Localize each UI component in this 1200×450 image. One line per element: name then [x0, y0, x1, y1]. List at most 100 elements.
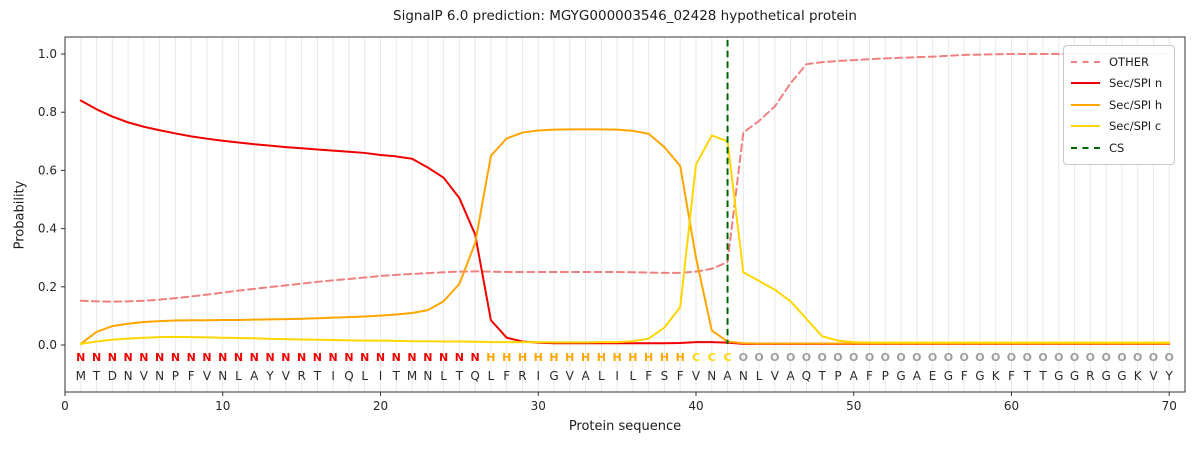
residue-letter: G — [1101, 369, 1110, 383]
c-curve — [79, 134, 1171, 345]
region-label: O — [1038, 351, 1047, 364]
residue-letter: Q — [344, 369, 353, 383]
residue-letter: N — [218, 369, 227, 383]
region-label: O — [1070, 351, 1079, 364]
residue-letter: L — [361, 369, 368, 383]
residue-letter: T — [455, 369, 464, 383]
region-label: H — [502, 351, 511, 364]
x-tick-label: 10 — [215, 399, 230, 413]
legend-label-sec-spi-c: Sec/SPI c — [1109, 119, 1162, 134]
residue-letter: N — [423, 369, 432, 383]
residue-letter: L — [440, 369, 447, 383]
sec-spi-c-line-swatch — [1071, 125, 1100, 128]
region-label: O — [1101, 351, 1110, 364]
residue-letter: I — [379, 369, 383, 383]
residue-letter: M — [76, 369, 86, 383]
region-label: H — [660, 351, 669, 364]
residue-letter: Y — [1165, 369, 1174, 383]
other-line-swatch — [1071, 60, 1100, 63]
residue-letter: T — [1023, 369, 1032, 383]
sec-spi-h-line-swatch — [1071, 103, 1100, 106]
region-label: O — [1023, 351, 1032, 364]
region-label: N — [407, 351, 416, 364]
region-label: H — [565, 351, 574, 364]
x-tick-label: 30 — [531, 399, 546, 413]
residue-letter: A — [581, 369, 590, 383]
region-label: C — [692, 351, 700, 364]
legend-label-sec-spi-h: Sec/SPI h — [1109, 97, 1163, 112]
region-label: O — [944, 351, 953, 364]
residue-letter: F — [1008, 369, 1015, 383]
x-tick-label: 40 — [688, 399, 703, 413]
residue-letter: Y — [265, 369, 274, 383]
residue-letter: T — [313, 369, 322, 383]
residue-letter: K — [1134, 369, 1143, 383]
residue-letter: G — [944, 369, 953, 383]
region-label: O — [1086, 351, 1095, 364]
residue-letter: K — [992, 369, 1001, 383]
legend-entry-cs: CS — [1071, 137, 1166, 159]
region-label: O — [1149, 351, 1158, 364]
region-label: O — [1133, 351, 1142, 364]
residue-letter: S — [661, 369, 669, 383]
residue-letter: T — [392, 369, 401, 383]
residue-letter: M — [407, 369, 417, 383]
residue-letter: Q — [802, 369, 811, 383]
region-label: O — [739, 351, 748, 364]
residue-letter: L — [598, 369, 605, 383]
region-label: N — [139, 351, 148, 364]
region-label: N — [360, 351, 369, 364]
region-label: O — [1054, 351, 1063, 364]
region-label: N — [171, 351, 180, 364]
residue-letter: F — [866, 369, 873, 383]
residue-letter: A — [913, 369, 922, 383]
region-label: O — [991, 351, 1000, 364]
residue-letter: N — [155, 369, 164, 383]
residue-letter: V — [282, 369, 291, 383]
residue-letter: L — [630, 369, 637, 383]
region-label: N — [123, 351, 132, 364]
residue-letter: V — [692, 369, 701, 383]
residue-letter: L — [235, 369, 242, 383]
region-label: N — [313, 351, 322, 364]
legend-entry-sec-spi-h: Sec/SPI h — [1071, 94, 1166, 116]
y-tick-label: 0.8 — [38, 105, 57, 119]
x-axis-label: Protein sequence — [568, 419, 682, 434]
region-label: O — [754, 351, 763, 364]
residue-letter: A — [850, 369, 859, 383]
region-label: O — [1165, 351, 1174, 364]
region-label: O — [833, 351, 842, 364]
residue-letter: G — [549, 369, 558, 383]
residue-letter: G — [1070, 369, 1079, 383]
residue-letter: G — [975, 369, 984, 383]
region-label: N — [202, 351, 211, 364]
region-label: O — [1117, 351, 1126, 364]
residue-letter: T — [818, 369, 827, 383]
residue-letter: F — [503, 369, 510, 383]
residue-letter: R — [1086, 369, 1094, 383]
region-label: O — [818, 351, 827, 364]
region-label: N — [329, 351, 338, 364]
chart-title: SignalP 6.0 prediction: MGYG000003546_02… — [393, 8, 857, 24]
region-label: N — [297, 351, 306, 364]
region-label: O — [786, 351, 795, 364]
region-label: H — [534, 351, 543, 364]
residue-letter: P — [834, 369, 841, 383]
residue-letter: V — [771, 369, 780, 383]
region-label: H — [628, 351, 637, 364]
x-tick-label: 50 — [846, 399, 861, 413]
y-tick-label: 0.2 — [38, 280, 57, 294]
n-curve — [79, 99, 1171, 345]
residue-letter: T — [1038, 369, 1047, 383]
residue-letter: G — [896, 369, 905, 383]
residue-letter: V — [566, 369, 575, 383]
region-label: N — [250, 351, 259, 364]
residue-letter: P — [882, 369, 889, 383]
residue-letter: T — [92, 369, 101, 383]
y-tick-label: 0.4 — [38, 222, 57, 236]
region-label: O — [881, 351, 890, 364]
region-label: O — [849, 351, 858, 364]
region-label: O — [802, 351, 811, 364]
residue-letter: A — [787, 369, 796, 383]
h-curve — [79, 128, 1171, 345]
